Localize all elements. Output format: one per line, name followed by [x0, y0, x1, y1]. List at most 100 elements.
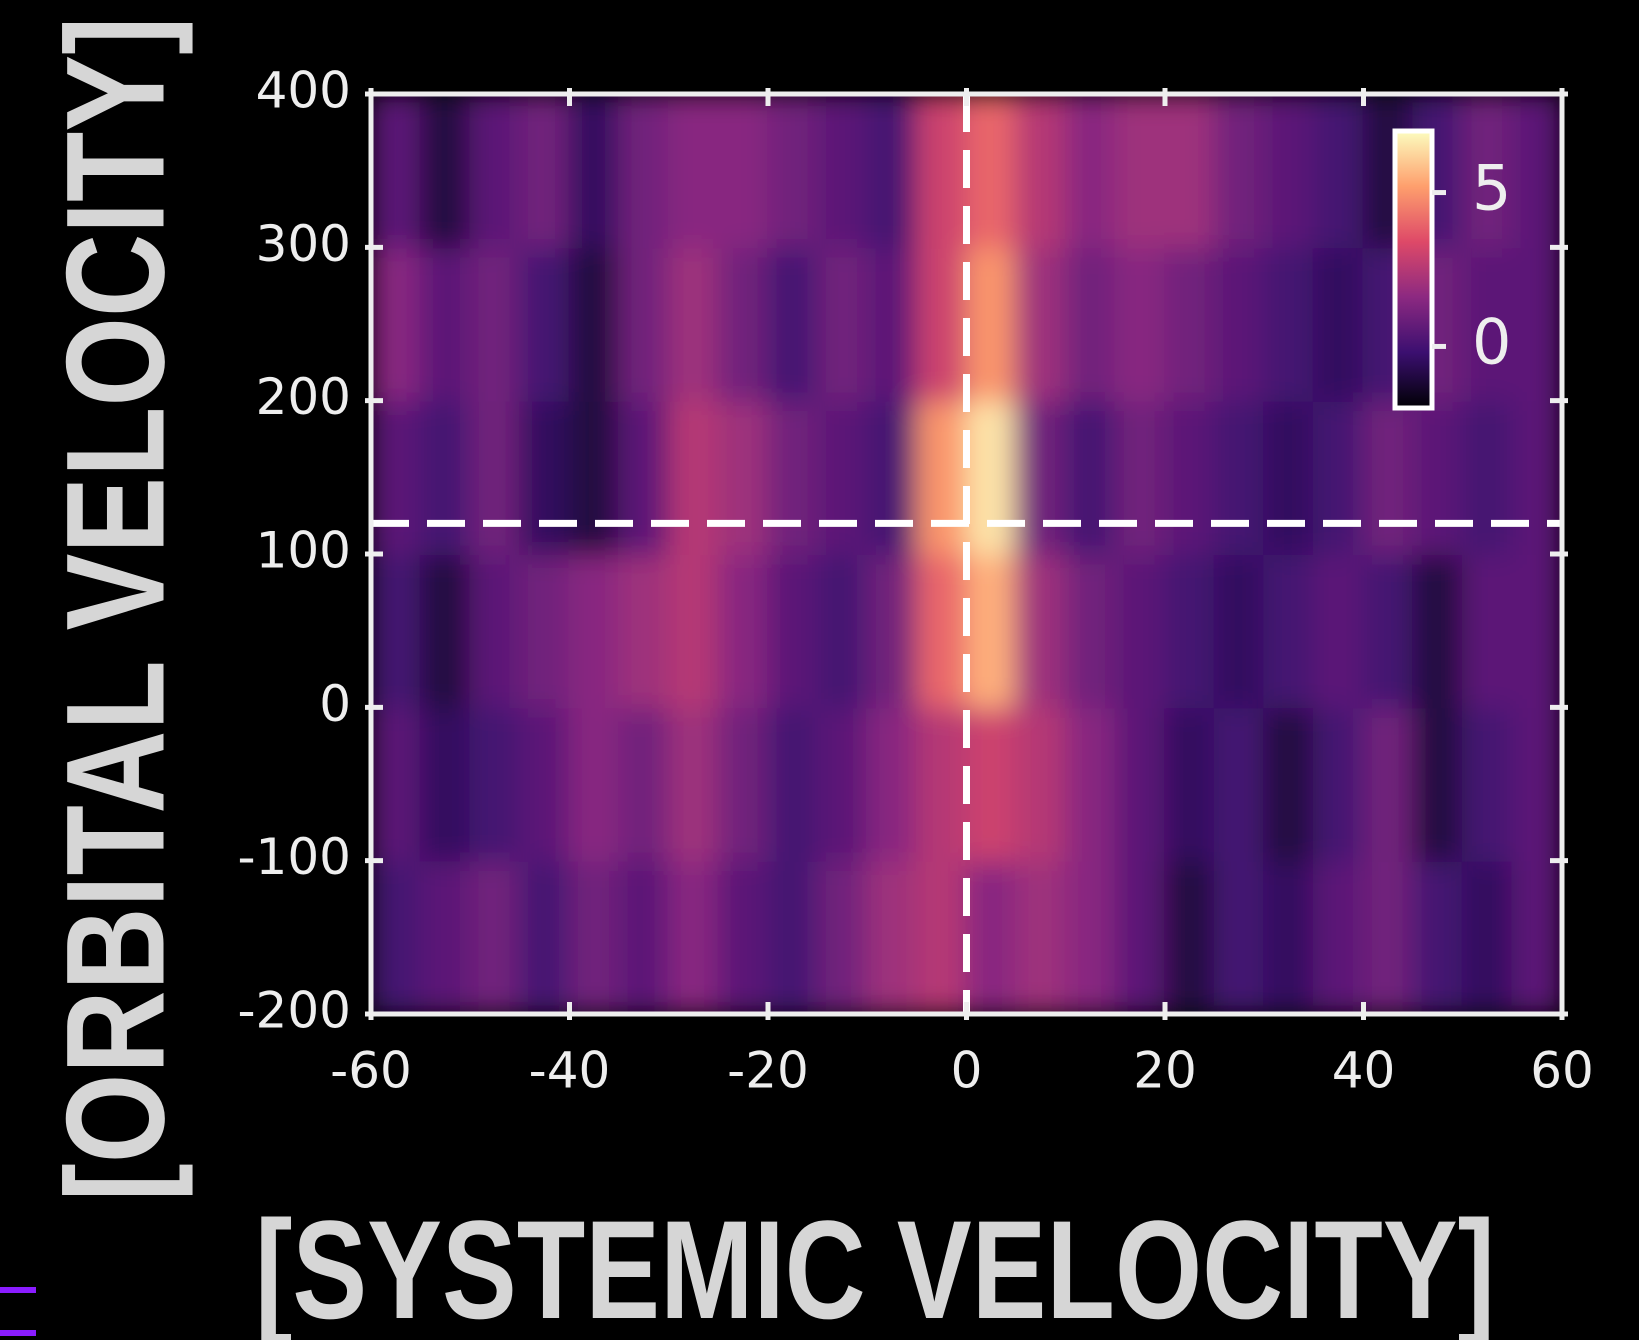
- heat-cell: [965, 706, 1018, 862]
- heat-cell: [1362, 706, 1415, 862]
- heat-cell: [915, 859, 968, 1014]
- x-tick-label: 40: [1332, 1042, 1396, 1100]
- heat-cell: [767, 94, 819, 249]
- heat-cell: [568, 399, 621, 555]
- heat-cell: [1164, 706, 1216, 862]
- heat-cell: [667, 706, 720, 862]
- heat-cell: [965, 246, 1018, 402]
- heat-cell: [667, 859, 720, 1014]
- heat-cell: [371, 553, 422, 709]
- heat-cell: [518, 399, 571, 555]
- heat-cell: [518, 246, 571, 402]
- heat-cell: [1263, 94, 1315, 249]
- heat-cell: [717, 94, 769, 249]
- heat-cell: [717, 399, 769, 555]
- y-axis-title: [ORBITAL VELOCITY]: [37, 17, 194, 1202]
- heat-cell: [717, 553, 769, 709]
- heat-cell: [1164, 859, 1216, 1014]
- heat-cell: [1015, 706, 1067, 862]
- colorbar: [1392, 128, 1435, 411]
- heat-cell: [371, 706, 422, 862]
- heat-cell: [618, 859, 670, 1014]
- heat-cell: [419, 399, 472, 555]
- x-tick-label: -60: [330, 1042, 412, 1100]
- heat-cell: [1412, 706, 1464, 862]
- heat-cell: [866, 246, 918, 402]
- heat-cell: [469, 246, 521, 402]
- heat-cell: [518, 706, 571, 862]
- heat-cell: [667, 553, 720, 709]
- x-tick-label: -20: [727, 1042, 809, 1100]
- heat-cell: [1064, 706, 1117, 862]
- heat-cell: [1461, 553, 1514, 709]
- heat-cell: [1412, 859, 1464, 1014]
- heat-cell: [1511, 246, 1562, 402]
- heat-cell: [767, 246, 819, 402]
- heat-cell: [965, 94, 1018, 249]
- heat-cell: [866, 94, 918, 249]
- heat-cell: [1015, 246, 1067, 402]
- heat-cell: [1263, 706, 1315, 862]
- heat-cell: [667, 94, 720, 249]
- heatmap: [371, 94, 1562, 1014]
- heat-cell: [1114, 706, 1166, 862]
- heat-cell: [1461, 246, 1514, 402]
- heat-cell: [816, 399, 869, 555]
- heat-cell: [1015, 553, 1067, 709]
- heat-cell: [568, 706, 621, 862]
- heat-cell: [1362, 399, 1415, 555]
- heat-cell: [767, 399, 819, 555]
- heat-cell: [965, 399, 1018, 555]
- x-tick-label: 60: [1530, 1042, 1594, 1100]
- heat-cell: [1213, 859, 1266, 1014]
- heat-cell: [1064, 246, 1117, 402]
- y-tick-label: -200: [238, 982, 351, 1040]
- heat-cell: [568, 553, 621, 709]
- heat-cell: [1213, 399, 1266, 555]
- heat-cell: [371, 94, 422, 249]
- heat-cell: [816, 246, 869, 402]
- heat-cell: [371, 399, 422, 555]
- heat-cell: [1164, 246, 1216, 402]
- heat-cell: [1064, 399, 1117, 555]
- y-tick-label: 200: [256, 368, 351, 426]
- heat-cell: [618, 706, 670, 862]
- heat-cell: [717, 859, 769, 1014]
- heat-cell: [767, 706, 819, 862]
- heat-cell: [568, 859, 621, 1014]
- heat-cell: [1412, 399, 1464, 555]
- x-axis-title: [SYSTEMIC VELOCITY]: [255, 1191, 1495, 1340]
- heat-cell: [618, 246, 670, 402]
- heat-cell: [1511, 553, 1562, 709]
- heat-cell: [568, 94, 621, 249]
- heat-cell: [1312, 94, 1365, 249]
- y-tick-label: 0: [319, 675, 351, 733]
- x-tick-label: 0: [951, 1042, 983, 1100]
- heat-cell: [1114, 553, 1166, 709]
- heat-cell: [1213, 246, 1266, 402]
- heat-cell: [1263, 553, 1315, 709]
- heat-cell: [915, 399, 968, 555]
- heat-cell: [518, 94, 571, 249]
- heat-cell: [767, 553, 819, 709]
- heat-cell: [1511, 399, 1562, 555]
- heat-cell: [1164, 94, 1216, 249]
- heat-cell: [1511, 94, 1562, 249]
- heat-cell: [1114, 399, 1166, 555]
- heat-cell: [1064, 94, 1117, 249]
- heat-cell: [1064, 553, 1117, 709]
- heat-cell: [1164, 553, 1216, 709]
- heat-cell: [1015, 399, 1067, 555]
- heat-cell: [1213, 706, 1266, 862]
- heat-cell: [816, 706, 869, 862]
- heat-cell: [965, 859, 1018, 1014]
- heat-cell: [1511, 859, 1562, 1014]
- heat-cell: [915, 246, 968, 402]
- heat-cell: [816, 859, 869, 1014]
- heat-cell: [1015, 859, 1067, 1014]
- x-tick-label: 20: [1133, 1042, 1197, 1100]
- heat-cell: [419, 553, 472, 709]
- heat-cell: [866, 859, 918, 1014]
- decor: [0, 1287, 36, 1293]
